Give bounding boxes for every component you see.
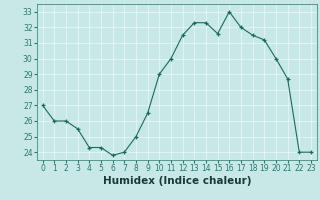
X-axis label: Humidex (Indice chaleur): Humidex (Indice chaleur)	[102, 176, 251, 186]
